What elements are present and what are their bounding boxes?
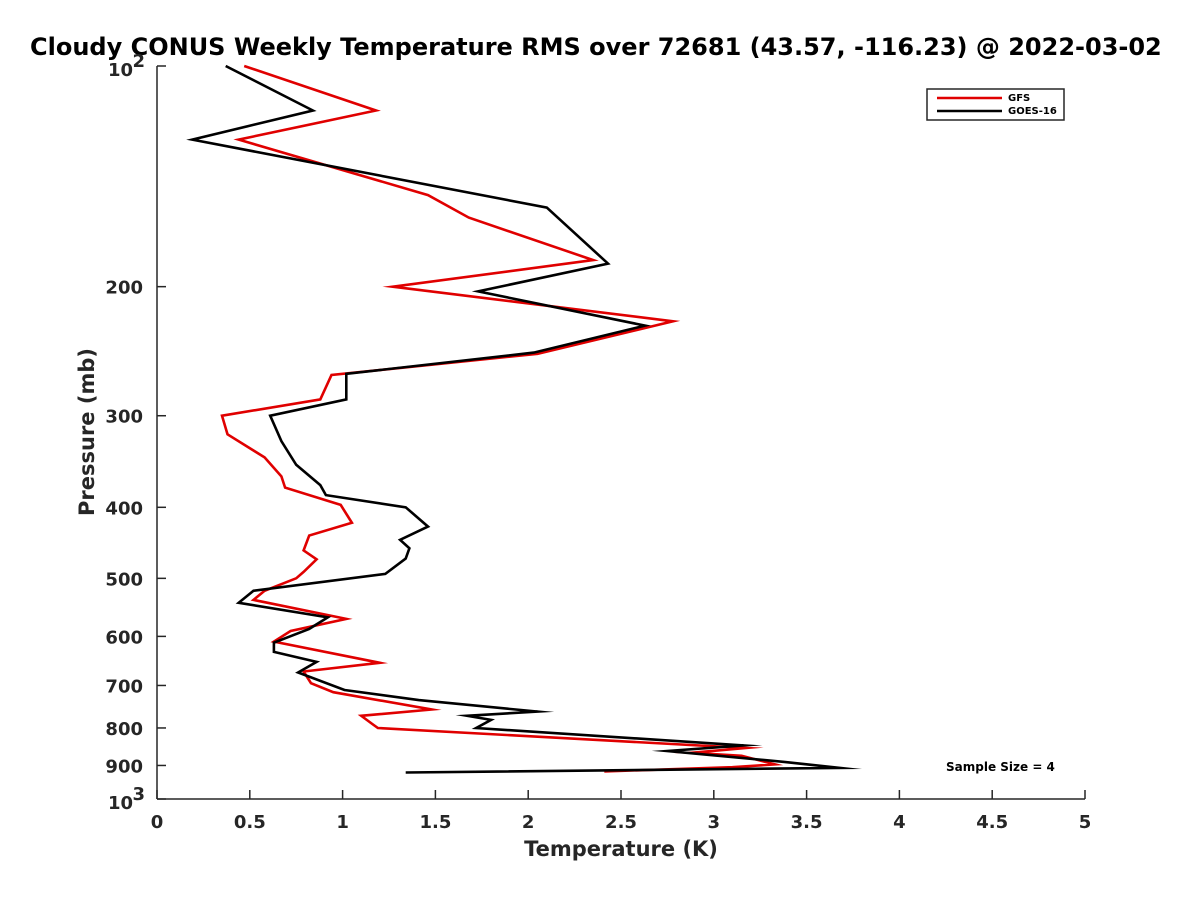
legend-box [926,88,1065,121]
y-tick-exponent: 2 [132,51,145,72]
x-ticks: 0 0.5 1 1.5 2 2.5 3 3.5 4 4.5 5 [151,790,1092,833]
y-tick-label: 900 [105,756,143,777]
y-tick-label: 700 [105,676,143,697]
y-tick-label: 500 [105,569,143,590]
y-tick-label: 300 [105,407,143,428]
y-tick-label: 200 [105,278,143,299]
x-tick-label: 4.5 [976,812,1008,833]
y-tick-label: 400 [105,498,143,519]
x-tick-label: 1 [336,812,349,833]
x-tick-label: 0.5 [234,812,266,833]
x-axis-label: Temperature (K) [524,837,718,861]
x-tick-label: 5 [1079,812,1092,833]
x-tick-label: 1.5 [419,812,451,833]
x-tick-label: 2.5 [605,812,637,833]
x-tick-label: 0 [151,812,164,833]
sample-size-annotation: Sample Size = 4 [946,760,1055,774]
legend: GFS GOES-16 [926,88,1065,121]
legend-label-gfs: GFS [1008,93,1030,104]
y-tick-label: 10 [108,793,133,814]
series-line-gfs [220,64,784,773]
legend-label-goes-16: GOES-16 [1008,106,1057,117]
x-tick-label: 3 [708,812,721,833]
x-tick-label: 3.5 [791,812,823,833]
y-tick-label: 800 [105,719,143,740]
x-tick-label: 2 [522,812,535,833]
x-tick-label: 4 [893,812,906,833]
y-tick-label: 10 [108,60,133,81]
chart-title: Cloudy CONUS Weekly Temperature RMS over… [30,33,1162,61]
y-axis-label: Pressure (mb) [75,348,99,516]
y-tick-label: 600 [105,627,143,648]
series-group [186,64,863,774]
series-line-goes-16 [186,64,863,774]
y-tick-exponent: 3 [132,784,145,805]
plot-area: 0 0.5 1 1.5 2 2.5 3 3.5 4 4.5 5 200 300 400 500 600 700… [105,51,1091,833]
